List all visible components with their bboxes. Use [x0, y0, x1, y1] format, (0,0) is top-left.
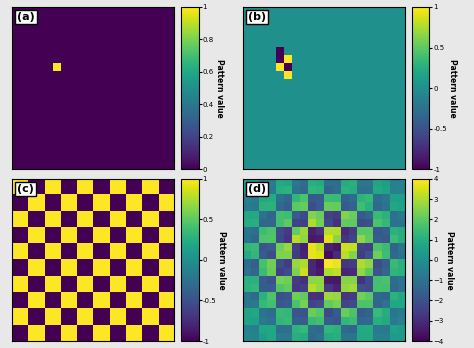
- Text: (d): (d): [248, 184, 266, 194]
- Text: (a): (a): [17, 12, 35, 22]
- Text: (c): (c): [17, 184, 34, 194]
- Text: (b): (b): [248, 12, 266, 22]
